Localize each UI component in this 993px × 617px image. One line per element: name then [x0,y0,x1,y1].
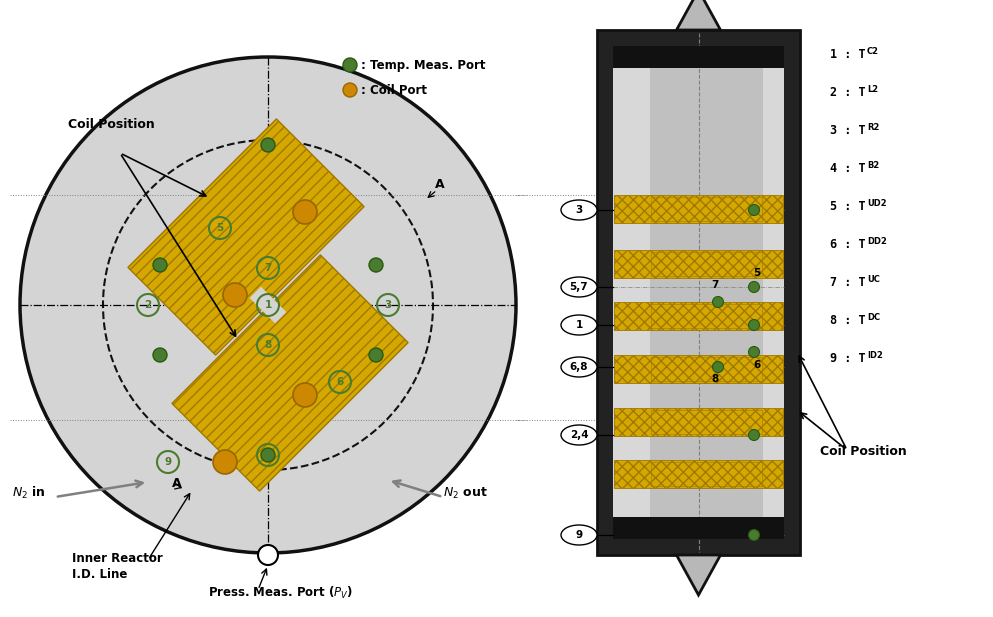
Bar [613,517,784,539]
Text: : Coil Port: : Coil Port [361,83,427,96]
Circle shape [369,348,383,362]
Text: R2: R2 [867,123,880,131]
Bar [128,119,364,355]
Text: 6: 6 [337,377,344,387]
Bar [651,252,762,276]
Bar [613,46,784,539]
Bar [614,195,783,223]
Circle shape [153,258,167,272]
Circle shape [261,138,275,152]
Circle shape [713,297,724,307]
Circle shape [343,58,357,72]
Text: 4: 4 [264,450,272,460]
Text: 1 : T: 1 : T [830,49,866,62]
Text: 5 : T: 5 : T [830,201,866,213]
Text: 2 : T: 2 : T [830,86,866,99]
Circle shape [749,529,760,540]
Bar [249,287,286,323]
Text: 3: 3 [575,205,583,215]
Text: 5: 5 [754,268,761,278]
Text: 8 : T: 8 : T [830,315,866,328]
Text: 8: 8 [711,374,719,384]
Bar [172,255,408,491]
Polygon shape [676,0,721,30]
Ellipse shape [561,525,597,545]
Text: 8: 8 [264,340,272,350]
Text: 6 : T: 6 : T [830,239,866,252]
Circle shape [258,545,278,565]
Text: 2: 2 [144,300,152,310]
Text: DC: DC [867,312,880,321]
Text: $N_2$ in: $N_2$ in [12,485,46,501]
Circle shape [223,283,247,307]
Bar [614,250,783,278]
Circle shape [749,429,760,441]
Circle shape [261,448,275,462]
Bar [651,410,762,434]
Text: 5,7: 5,7 [570,282,588,292]
Ellipse shape [561,200,597,220]
Polygon shape [676,555,721,595]
Circle shape [213,450,237,474]
Circle shape [293,383,317,407]
Bar [614,302,783,330]
Text: A: A [172,477,182,490]
Bar [614,355,783,383]
Ellipse shape [561,357,597,377]
Text: 6: 6 [754,360,761,370]
Ellipse shape [561,425,597,445]
Text: UD2: UD2 [867,199,887,207]
Ellipse shape [561,277,597,297]
Text: 4 : T: 4 : T [830,162,866,175]
Bar [614,408,783,436]
Bar [613,46,784,68]
Text: C2: C2 [867,46,879,56]
Text: A: A [435,178,445,191]
Text: 1: 1 [264,300,272,310]
Circle shape [369,258,383,272]
Text: $N_2$ out: $N_2$ out [443,486,488,501]
Text: I.D. Line: I.D. Line [72,568,127,581]
Text: B2: B2 [867,160,879,170]
Text: 5: 5 [216,223,223,233]
Text: 9 : T: 9 : T [830,352,866,365]
Text: 3: 3 [384,300,391,310]
Text: 2,4: 2,4 [570,430,588,440]
Text: 9: 9 [165,457,172,467]
Text: 9: 9 [575,530,583,540]
Text: DD2: DD2 [867,236,887,246]
Circle shape [153,348,167,362]
Text: : Temp. Meas. Port: : Temp. Meas. Port [361,59,486,72]
Circle shape [749,347,760,357]
Bar [651,462,762,486]
Text: Coil Position: Coil Position [68,118,155,131]
Text: Coil Position: Coil Position [820,445,907,458]
Text: 7: 7 [264,263,272,273]
Circle shape [749,281,760,292]
Bar [650,46,763,539]
Bar [597,30,800,555]
Text: 7 : T: 7 : T [830,276,866,289]
Text: L2: L2 [867,85,878,94]
Circle shape [20,57,516,553]
Circle shape [749,204,760,215]
Text: 6,8: 6,8 [570,362,588,372]
Text: Inner Reactor: Inner Reactor [72,552,163,565]
Circle shape [749,320,760,331]
Circle shape [343,83,357,97]
Text: UC: UC [867,275,880,283]
Text: 1: 1 [575,320,583,330]
Bar [651,197,762,221]
Ellipse shape [561,315,597,335]
Bar [614,460,783,488]
Text: 3 : T: 3 : T [830,125,866,138]
Bar [651,304,762,328]
Circle shape [293,200,317,224]
Text: 7: 7 [711,280,719,290]
Bar [651,357,762,381]
Text: ID2: ID2 [867,350,883,360]
Circle shape [713,362,724,373]
Text: Press. Meas. Port ($P_V$): Press. Meas. Port ($P_V$) [208,585,354,601]
